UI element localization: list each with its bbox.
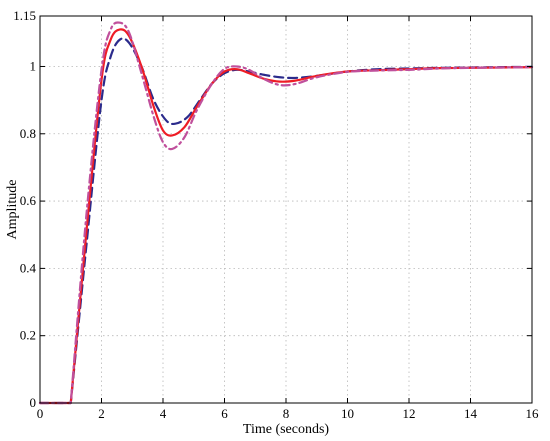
grid bbox=[40, 16, 532, 403]
y-tick-label: 0.4 bbox=[20, 260, 37, 275]
x-axis-label: Time (seconds) bbox=[243, 422, 330, 437]
y-axis-label: Amplitude bbox=[5, 180, 20, 240]
y-tick-label: 0.8 bbox=[20, 126, 36, 141]
y-tick-label: 0 bbox=[30, 395, 37, 410]
y-tick-label: 1.15 bbox=[13, 8, 36, 23]
plot-series bbox=[38, 21, 534, 405]
x-tick-label: 8 bbox=[283, 406, 290, 421]
x-tick-label: 10 bbox=[341, 406, 354, 421]
x-tick-label: 16 bbox=[526, 406, 540, 421]
axis-ticks: 0 2 4 6 8 10 12 14 16 0 0.2 0.4 0.6 0.8 1 1.15 bbox=[13, 8, 539, 421]
x-tick-label: 12 bbox=[403, 406, 416, 421]
y-tick-label: 0.6 bbox=[20, 193, 37, 208]
x-tick-label: 14 bbox=[464, 406, 478, 421]
y-tick-label: 0.2 bbox=[20, 328, 36, 343]
x-tick-label: 0 bbox=[37, 406, 44, 421]
series-line-3 bbox=[38, 21, 534, 405]
x-tick-label: 2 bbox=[98, 406, 105, 421]
y-tick-label: 1 bbox=[30, 58, 37, 73]
x-tick-label: 6 bbox=[221, 406, 228, 421]
x-tick-label: 4 bbox=[160, 406, 167, 421]
